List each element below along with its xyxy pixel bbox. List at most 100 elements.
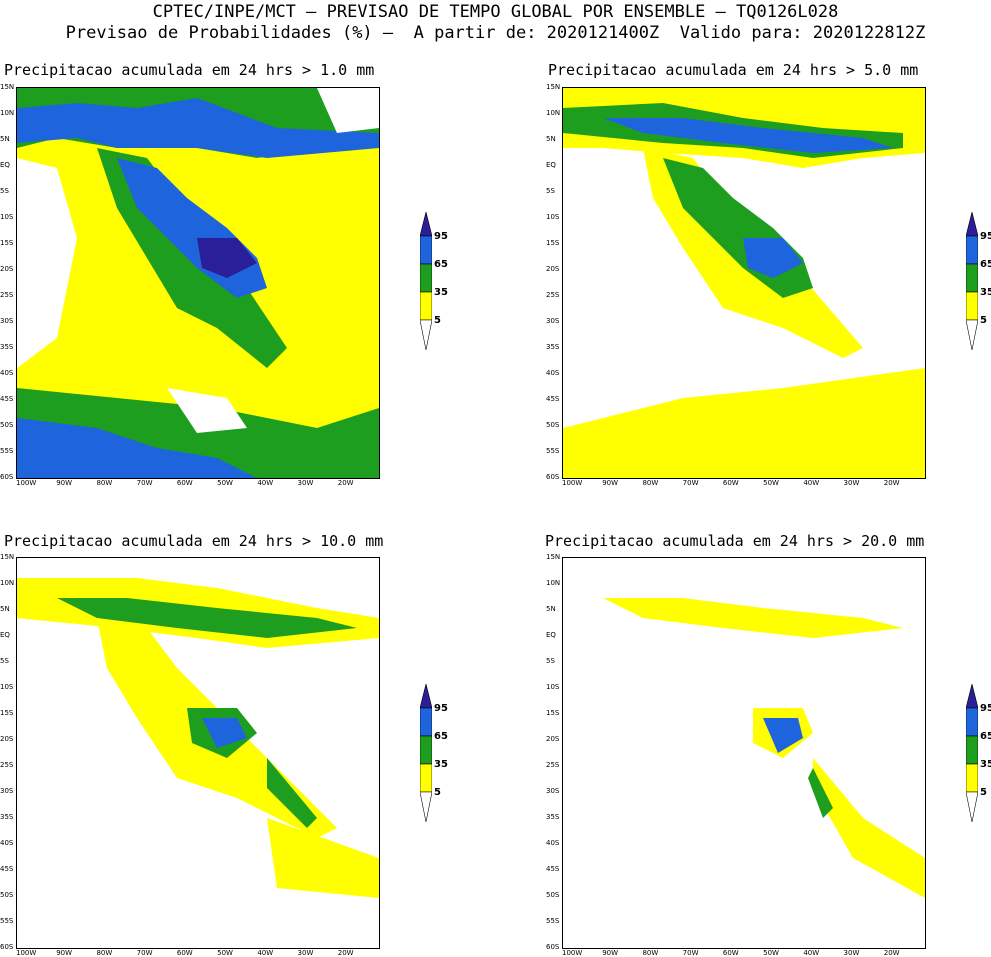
lat-label: 5S — [0, 657, 9, 665]
figure-title-line2: Previsao de Probabilidades (%) – A parti… — [65, 23, 926, 43]
panel-title-1: Precipitacao acumulada em 24 hrs > 1.0 m… — [4, 61, 375, 79]
lat-label: 35S — [546, 813, 560, 821]
colorbar-label-35: 35 — [434, 759, 448, 770]
lon-label: 40W — [257, 949, 274, 957]
lat-label: 25S — [546, 291, 560, 299]
lat-label: 20S — [0, 735, 14, 743]
lat-label: 5N — [546, 135, 556, 143]
lon-label: 30W — [843, 479, 860, 487]
panel-title-4: Precipitacao acumulada em 24 hrs > 20.0 … — [545, 532, 925, 550]
lat-label: 40S — [546, 369, 560, 377]
lat-label: 10S — [546, 213, 560, 221]
map-panel-1 — [16, 87, 380, 479]
lat-label: 35S — [546, 343, 560, 351]
lat-label: 25S — [0, 291, 14, 299]
lat-label: EQ — [546, 631, 556, 639]
colorbar-label-35: 35 — [980, 759, 991, 770]
lat-label: 50S — [0, 421, 14, 429]
lon-label: 90W — [602, 479, 619, 487]
lon-label: 80W — [642, 949, 659, 957]
lat-label: 45S — [0, 395, 14, 403]
lat-label: 25S — [0, 761, 14, 769]
lat-label: 30S — [0, 317, 14, 325]
colorbar-label-5: 5 — [980, 315, 987, 326]
lon-label: 40W — [803, 479, 820, 487]
lat-label: 55S — [546, 447, 560, 455]
colorbar-label-95: 95 — [980, 231, 991, 242]
lon-label: 30W — [297, 479, 314, 487]
lat-label: 15N — [0, 83, 15, 91]
lat-label: 10N — [546, 109, 561, 117]
lat-label: 40S — [0, 839, 14, 847]
lat-label: 50S — [546, 891, 560, 899]
lat-label: 30S — [546, 787, 560, 795]
lat-label: 30S — [546, 317, 560, 325]
lon-label: 90W — [56, 949, 73, 957]
lat-label: 5N — [0, 605, 10, 613]
lat-label: 15N — [0, 553, 15, 561]
lat-label: 60S — [546, 943, 560, 951]
lat-label: 55S — [0, 917, 14, 925]
lat-label: 5N — [546, 605, 556, 613]
map-panel-4 — [562, 557, 926, 949]
lat-label: 60S — [0, 943, 14, 951]
lon-label: 60W — [722, 479, 739, 487]
figure-title-line1: CPTEC/INPE/MCT – PREVISAO DE TEMPO GLOBA… — [152, 2, 839, 22]
lon-label: 70W — [136, 949, 153, 957]
panel-title-3: Precipitacao acumulada em 24 hrs > 10.0 … — [4, 532, 384, 550]
lon-label: 50W — [763, 479, 779, 487]
lat-label: 10S — [0, 683, 14, 691]
lon-label: 40W — [257, 479, 274, 487]
lon-label: 80W — [96, 949, 113, 957]
lat-label: 10N — [0, 579, 15, 587]
lat-label: 50S — [546, 421, 560, 429]
colorbar-label-35: 35 — [980, 287, 991, 298]
colorbar-label-95: 95 — [434, 703, 448, 714]
lat-label: EQ — [546, 161, 556, 169]
lat-label: 60S — [0, 473, 14, 481]
lat-label: 15S — [0, 239, 14, 247]
lon-label: 60W — [722, 949, 739, 957]
colorbar-label-35: 35 — [434, 287, 448, 298]
lon-label: 100W — [16, 479, 37, 487]
lat-label: 45S — [0, 865, 14, 873]
lat-label: 15N — [546, 83, 561, 91]
colorbar-3: 95 65 35 5 — [419, 683, 480, 834]
colorbar-label-65: 65 — [980, 259, 991, 270]
lat-label: 35S — [0, 343, 14, 351]
lon-label: 60W — [176, 949, 193, 957]
lon-label: 70W — [682, 949, 699, 957]
map-panel-3 — [16, 557, 380, 949]
lat-label: 10N — [546, 579, 561, 587]
lon-label: 100W — [562, 479, 583, 487]
lat-label: 60S — [546, 473, 560, 481]
colorbar-label-5: 5 — [980, 787, 987, 798]
colorbar-label-95: 95 — [434, 231, 448, 242]
lat-label: EQ — [0, 161, 10, 169]
colorbar-label-95: 95 — [980, 703, 991, 714]
lon-label: 80W — [96, 479, 113, 487]
colorbar-4: 95 65 35 5 — [965, 683, 991, 834]
lat-label: 40S — [546, 839, 560, 847]
lat-label: 20S — [546, 735, 560, 743]
lat-label: 30S — [0, 787, 14, 795]
lon-label: 80W — [642, 479, 659, 487]
lon-label: 30W — [843, 949, 860, 957]
lon-label: 100W — [562, 949, 583, 957]
colorbar-1: 95 65 35 5 — [419, 211, 480, 362]
lat-label: 55S — [0, 447, 14, 455]
colorbar-label-5: 5 — [434, 315, 441, 326]
lat-label: 15N — [546, 553, 561, 561]
lon-label: 30W — [297, 949, 314, 957]
lon-label: 70W — [136, 479, 153, 487]
lat-label: 15S — [0, 709, 14, 717]
lat-label: EQ — [0, 631, 10, 639]
colorbar-label-65: 65 — [980, 731, 991, 742]
lat-label: 15S — [546, 239, 560, 247]
lon-label: 90W — [602, 949, 619, 957]
lat-label: 10S — [0, 213, 14, 221]
map-panel-2 — [562, 87, 926, 479]
lat-label: 5S — [0, 187, 9, 195]
lat-label: 45S — [546, 395, 560, 403]
lat-label: 25S — [546, 761, 560, 769]
